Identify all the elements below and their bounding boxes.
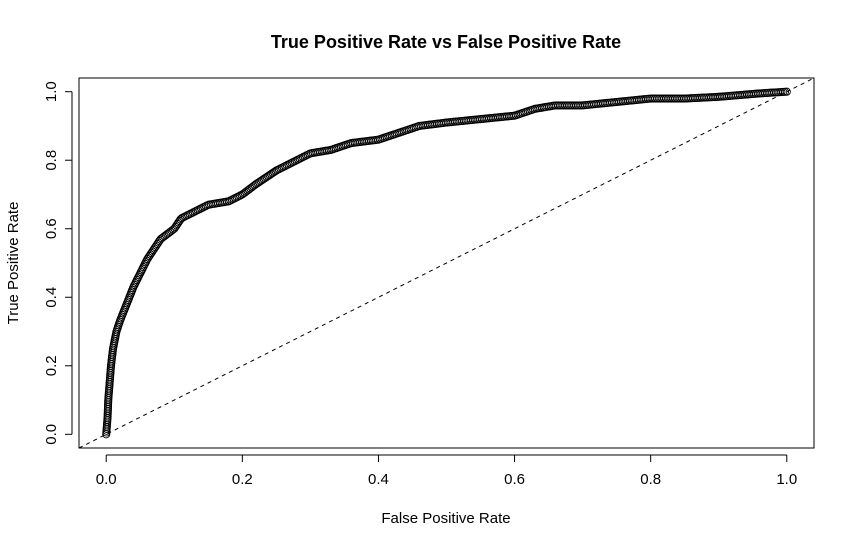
- y-tick-label: 0.8: [43, 150, 60, 171]
- y-tick-label: 0.0: [43, 424, 60, 445]
- y-axis-label: True Positive Rate: [5, 202, 22, 325]
- x-axis: 0.0 0.2 0.4 0.6 0.8 1.0: [96, 454, 797, 488]
- y-tick-label: 0.4: [43, 287, 60, 308]
- y-axis: 0.0 0.2 0.4 0.6 0.8 1.0: [43, 81, 73, 445]
- diagonal-reference-line: [78, 77, 815, 449]
- y-tick-label: 1.0: [43, 81, 60, 102]
- x-tick-label: 0.4: [368, 471, 389, 488]
- x-tick-label: 0.2: [232, 471, 253, 488]
- y-tick-label: 0.2: [43, 355, 60, 376]
- x-axis-label: False Positive Rate: [381, 510, 510, 527]
- roc-point: [782, 87, 791, 96]
- chart-title: True Positive Rate vs False Positive Rat…: [271, 32, 621, 52]
- roc-points: [102, 87, 791, 439]
- roc-point: [176, 215, 185, 224]
- y-tick-label: 0.6: [43, 218, 60, 239]
- x-tick-label: 1.0: [776, 471, 797, 488]
- x-tick-label: 0.6: [504, 471, 525, 488]
- x-tick-label: 0.0: [96, 471, 117, 488]
- x-tick-label: 0.8: [640, 471, 661, 488]
- plot-frame: [78, 77, 815, 449]
